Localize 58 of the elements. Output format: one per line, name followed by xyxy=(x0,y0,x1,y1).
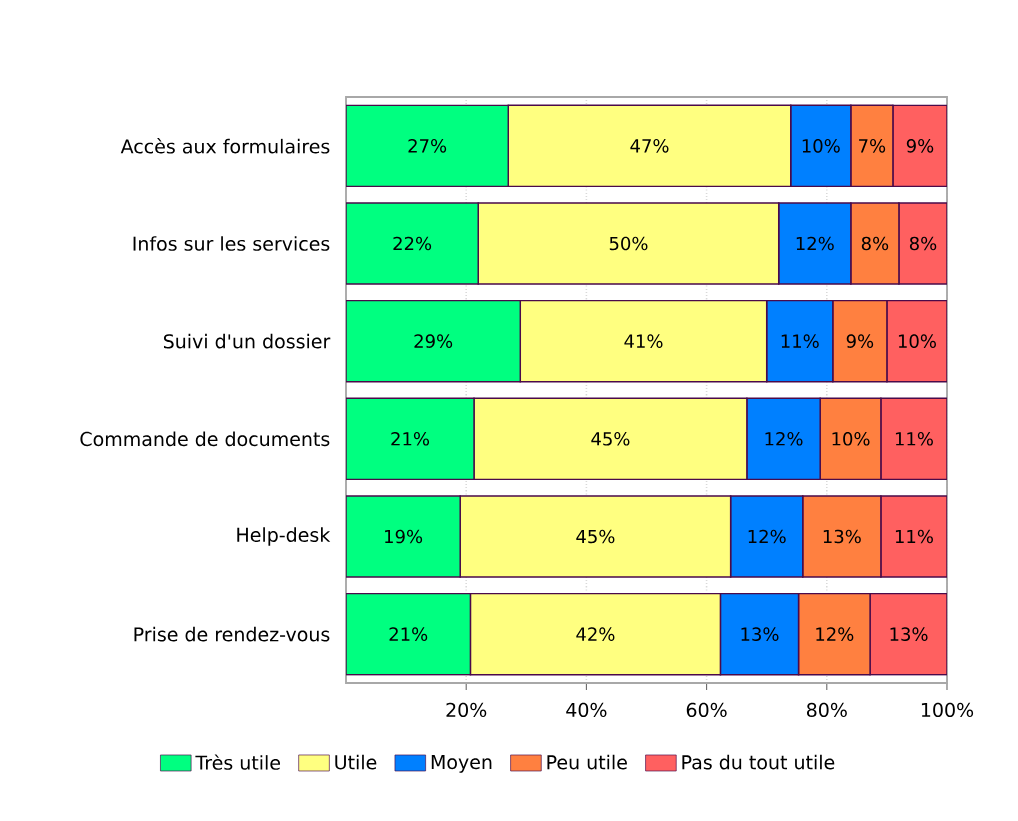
y-tick-label: Suivi d'un dossier xyxy=(163,333,331,349)
bar xyxy=(346,104,510,188)
bar xyxy=(346,202,479,285)
legend-label: Utile xyxy=(335,754,377,770)
x-tick-label: 100% xyxy=(921,702,974,718)
data-label: 12% xyxy=(816,627,854,641)
x-tick-label: 40% xyxy=(566,702,607,718)
bar xyxy=(346,592,472,676)
data-label: 10% xyxy=(802,139,840,153)
data-label: 9% xyxy=(906,139,934,153)
data-label: 45% xyxy=(591,432,630,446)
y-tick-label: Prise de rendez-vous xyxy=(134,626,330,642)
bar xyxy=(346,299,522,383)
data-label: 12% xyxy=(748,529,786,544)
bar xyxy=(880,397,947,481)
x-tick-label: 80% xyxy=(806,702,847,718)
data-label: 13% xyxy=(741,627,779,641)
data-label: 10% xyxy=(898,334,936,348)
bar xyxy=(869,592,947,676)
y-tick-label: Commande de documents xyxy=(80,431,330,447)
legend-label: Pas du tout utile xyxy=(682,754,835,770)
bar xyxy=(886,299,947,383)
bar xyxy=(892,104,947,188)
bar xyxy=(880,495,947,578)
data-label: 50% xyxy=(609,236,648,251)
data-label: 19% xyxy=(385,529,423,544)
data-label: 21% xyxy=(389,627,428,641)
bar xyxy=(346,495,461,578)
data-label: 8% xyxy=(861,236,889,251)
data-label: 29% xyxy=(414,334,453,348)
legend-label: Peu utile xyxy=(547,754,627,770)
data-label: 45% xyxy=(576,529,615,544)
data-label: 12% xyxy=(765,432,803,446)
data-label: 22% xyxy=(393,236,432,251)
data-label: 13% xyxy=(890,627,928,641)
data-label: 13% xyxy=(823,529,861,544)
y-tick-label: Accès aux formulaires xyxy=(120,138,330,154)
data-label: 21% xyxy=(391,432,430,446)
data-label: 41% xyxy=(624,334,663,348)
data-label: 10% xyxy=(832,432,870,446)
data-label: 11% xyxy=(781,334,819,348)
data-label: 7% xyxy=(859,139,886,153)
data-label: 27% xyxy=(408,139,447,153)
legend-label: Très utile xyxy=(195,754,280,770)
y-tick-label: Infos sur les services xyxy=(133,236,330,251)
data-label: 9% xyxy=(846,334,874,348)
x-tick-label: 60% xyxy=(686,702,727,718)
data-label: 12% xyxy=(796,236,834,251)
bar xyxy=(346,397,475,481)
data-label: 11% xyxy=(895,529,933,544)
y-tick-label: Help-desk xyxy=(237,527,331,546)
x-tick-label: 20% xyxy=(446,702,487,718)
data-label: 11% xyxy=(895,432,933,446)
bar xyxy=(898,202,947,285)
data-label: 47% xyxy=(630,139,669,153)
data-label: 8% xyxy=(909,236,937,251)
data-label: 42% xyxy=(576,627,615,641)
legend-label: Moyen xyxy=(431,755,492,773)
